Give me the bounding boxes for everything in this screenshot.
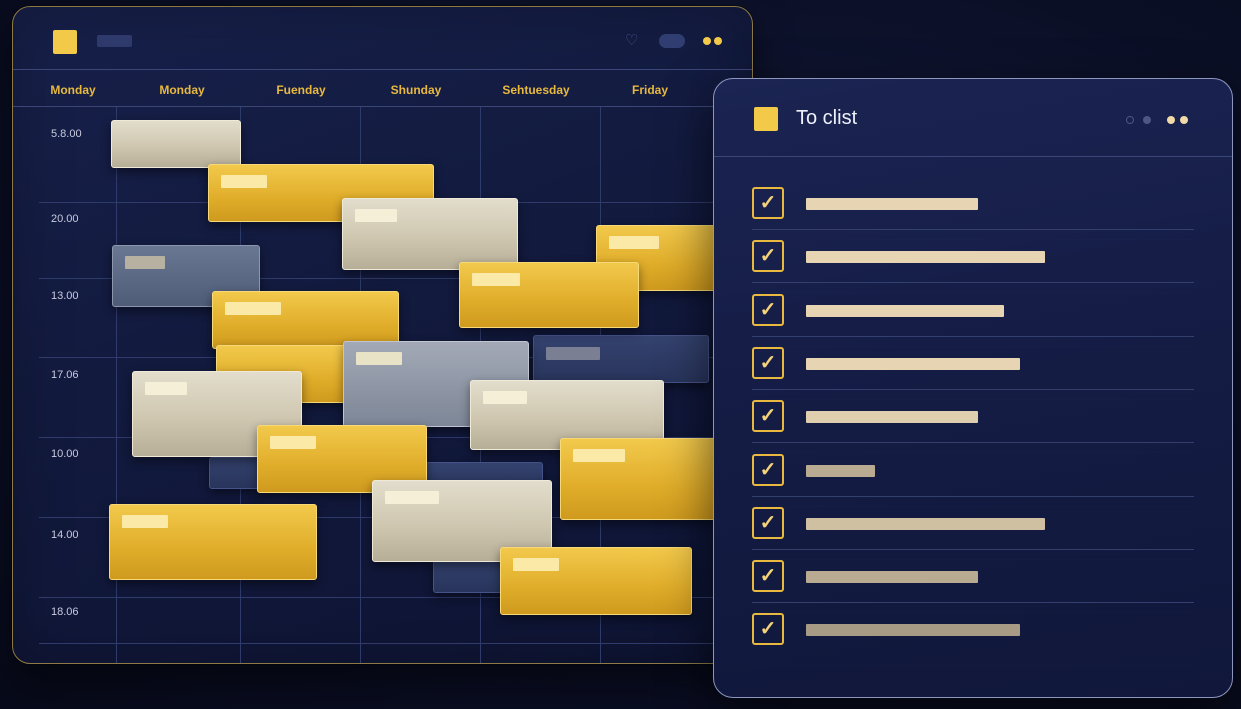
todo-app-icon [754,107,778,131]
todo-item[interactable]: ✓ [752,346,1194,400]
day-header[interactable]: Monday [50,83,96,97]
grid-line [116,107,117,663]
todo-divider [752,548,1194,550]
window-dot-icon[interactable] [1180,116,1188,124]
checkbox-icon[interactable]: ✓ [752,400,784,433]
todo-divider [752,335,1194,337]
calendar-window: ♡ Monday Monday Fuenday Shunday Sehtuesd… [12,6,753,664]
todo-divider [752,229,1194,230]
checkbox-icon[interactable]: ✓ [752,613,784,646]
todo-item-text-placeholder [806,411,978,424]
todo-item-text-placeholder [806,624,1020,637]
todo-title: To clist [796,107,858,129]
todo-header: To clist [714,79,1232,157]
calendar-event[interactable] [257,425,427,493]
window-dot-icon[interactable] [1143,116,1151,124]
todo-item[interactable]: ✓ [752,293,1194,347]
todo-item[interactable]: ✓ [752,506,1194,560]
todo-item-text-placeholder [806,251,1045,264]
toggle-pill[interactable] [659,34,685,48]
todo-item-text-placeholder [806,198,978,210]
time-label: 5.8.00 [51,128,82,140]
calendar-event[interactable] [212,291,399,349]
checkbox-icon[interactable]: ✓ [752,240,784,273]
checkbox-icon[interactable]: ✓ [752,560,784,593]
todo-item-text-placeholder [806,517,1045,530]
calendar-event[interactable] [459,262,639,328]
weekday-header-row: Monday Monday Fuenday Shunday Sehtuesday… [13,69,752,107]
checkbox-icon[interactable]: ✓ [752,506,784,539]
day-header[interactable]: Fuenday [276,83,326,97]
todo-item-text-placeholder [806,304,1004,317]
todo-item-text-placeholder [806,571,978,584]
time-label: 14.00 [51,529,79,541]
time-label: 10.00 [51,448,79,460]
todo-divider [752,282,1194,284]
todo-item-text-placeholder [806,464,875,477]
todo-item-text-placeholder [806,357,1020,370]
day-header[interactable]: Monday [159,83,205,97]
calendar-event[interactable] [533,335,709,383]
todo-divider [752,495,1194,497]
todo-item[interactable]: ✓ [752,400,1194,454]
todo-divider [752,602,1194,604]
todo-divider [752,442,1194,444]
window-dot-icon[interactable] [714,37,722,45]
calendar-event[interactable] [372,480,552,562]
window-dot-icon[interactable] [1167,116,1175,124]
todo-item[interactable]: ✓ [752,613,1194,667]
calendar-event[interactable] [500,547,692,615]
checkbox-icon[interactable]: ✓ [752,187,784,219]
time-label: 18.06 [51,606,79,618]
checkbox-icon[interactable]: ✓ [752,453,784,486]
window-dot-icon[interactable] [1126,116,1134,124]
todo-item[interactable]: ✓ [752,240,1194,294]
todo-divider [752,388,1194,390]
calendar-event[interactable] [209,457,261,489]
grid-line [39,597,752,598]
calendar-event[interactable] [111,120,241,168]
heart-icon[interactable]: ♡ [625,32,639,49]
grid-line [39,643,752,644]
grid-line [39,278,752,279]
checkbox-icon[interactable]: ✓ [752,293,784,326]
day-header[interactable]: Sehtuesday [502,83,570,97]
time-label: 13.00 [51,290,79,302]
todo-item[interactable]: ✓ [752,453,1194,507]
day-header[interactable]: Friday [631,83,668,97]
calendar-header: ♡ [13,7,752,73]
day-header[interactable]: Shunday [390,83,442,97]
calendar-app-icon [53,30,77,54]
checkbox-icon[interactable]: ✓ [752,346,784,379]
todo-item[interactable]: ✓ [752,560,1194,614]
window-dot-icon[interactable] [703,37,711,45]
time-label: 17.06 [51,369,79,381]
calendar-event[interactable] [342,198,518,270]
calendar-title-placeholder [97,35,132,47]
todo-item[interactable]: ✓ [752,187,1194,240]
time-label: 20.00 [51,213,79,225]
calendar-event[interactable] [109,504,317,580]
todo-window: To clist ✓ ✓ ✓ ✓ ✓ ✓ ✓ ✓ ✓ [713,78,1233,698]
